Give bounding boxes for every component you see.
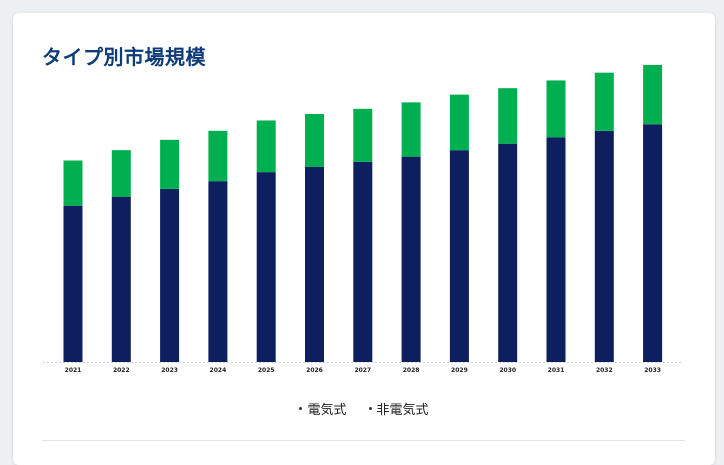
x-tick-label: 2027: [354, 367, 371, 374]
bar-segment-electric[interactable]: [208, 181, 228, 362]
x-tick-label: 2028: [403, 367, 420, 374]
x-tick-label: 2023: [161, 367, 178, 374]
bar-segment-electric[interactable]: [449, 150, 469, 362]
chart-card: タイプ別市場規模 2021 2022 2023 2024 2025 2026 2027 202…: [13, 13, 715, 465]
bar-segment-non-electric[interactable]: [305, 114, 324, 167]
bar-segment-non-electric[interactable]: [111, 150, 131, 197]
legend-item-electric[interactable]: 電気式: [299, 399, 347, 418]
bar-segment-electric[interactable]: [594, 130, 614, 362]
legend-bullet-icon: [299, 407, 303, 410]
bar-chart: 2021 2022 2023 2024 2025 2026 2027 2028 2029 2030…: [43, 64, 681, 374]
x-tick-label: 2029: [451, 367, 468, 374]
x-tick-label: 2033: [644, 367, 661, 374]
x-tick-label: 2021: [65, 367, 82, 374]
bar-segment-non-electric[interactable]: [160, 139, 180, 189]
legend: 電気式 非電気式: [13, 399, 715, 418]
x-tick-label: 2026: [306, 367, 323, 374]
bar-segment-non-electric[interactable]: [594, 72, 614, 131]
bar-segment-non-electric[interactable]: [546, 80, 566, 138]
bar-segment-non-electric[interactable]: [498, 88, 518, 144]
bar-segment-electric[interactable]: [353, 161, 373, 362]
bar-segment-non-electric[interactable]: [643, 64, 663, 125]
bar-segment-electric[interactable]: [643, 124, 663, 362]
legend-label-non-electric: 非電気式: [376, 403, 429, 418]
bar-segment-non-electric[interactable]: [401, 102, 421, 157]
bar-segment-non-electric[interactable]: [63, 160, 83, 206]
bar-segment-non-electric[interactable]: [353, 108, 373, 162]
bar-segment-electric[interactable]: [111, 196, 131, 362]
bar-segment-electric[interactable]: [401, 156, 421, 362]
bar-segment-non-electric[interactable]: [208, 130, 228, 182]
legend-bullet-icon: [368, 407, 372, 410]
x-tick-label: 2025: [258, 367, 275, 374]
bar-segment-electric[interactable]: [256, 172, 276, 362]
bar-segment-electric[interactable]: [160, 188, 180, 362]
legend-item-non-electric[interactable]: 非電気式: [368, 399, 429, 418]
bar-segment-electric[interactable]: [546, 137, 566, 362]
x-tick-label: 2032: [596, 367, 613, 374]
bar-segment-non-electric[interactable]: [256, 120, 276, 173]
x-tick-label: 2022: [113, 367, 130, 374]
x-tick-label: 2030: [499, 367, 516, 374]
legend-label-electric: 電気式: [307, 403, 347, 418]
bar-segment-electric[interactable]: [498, 143, 518, 362]
x-tick-label: 2024: [210, 367, 227, 374]
bar-segment-electric[interactable]: [305, 166, 324, 362]
x-tick-label: 2031: [548, 367, 565, 374]
page-title: タイプ別市場規模: [42, 45, 206, 69]
bar-segment-electric[interactable]: [63, 205, 83, 362]
divider: [42, 440, 685, 441]
bar-segment-non-electric[interactable]: [449, 94, 469, 151]
